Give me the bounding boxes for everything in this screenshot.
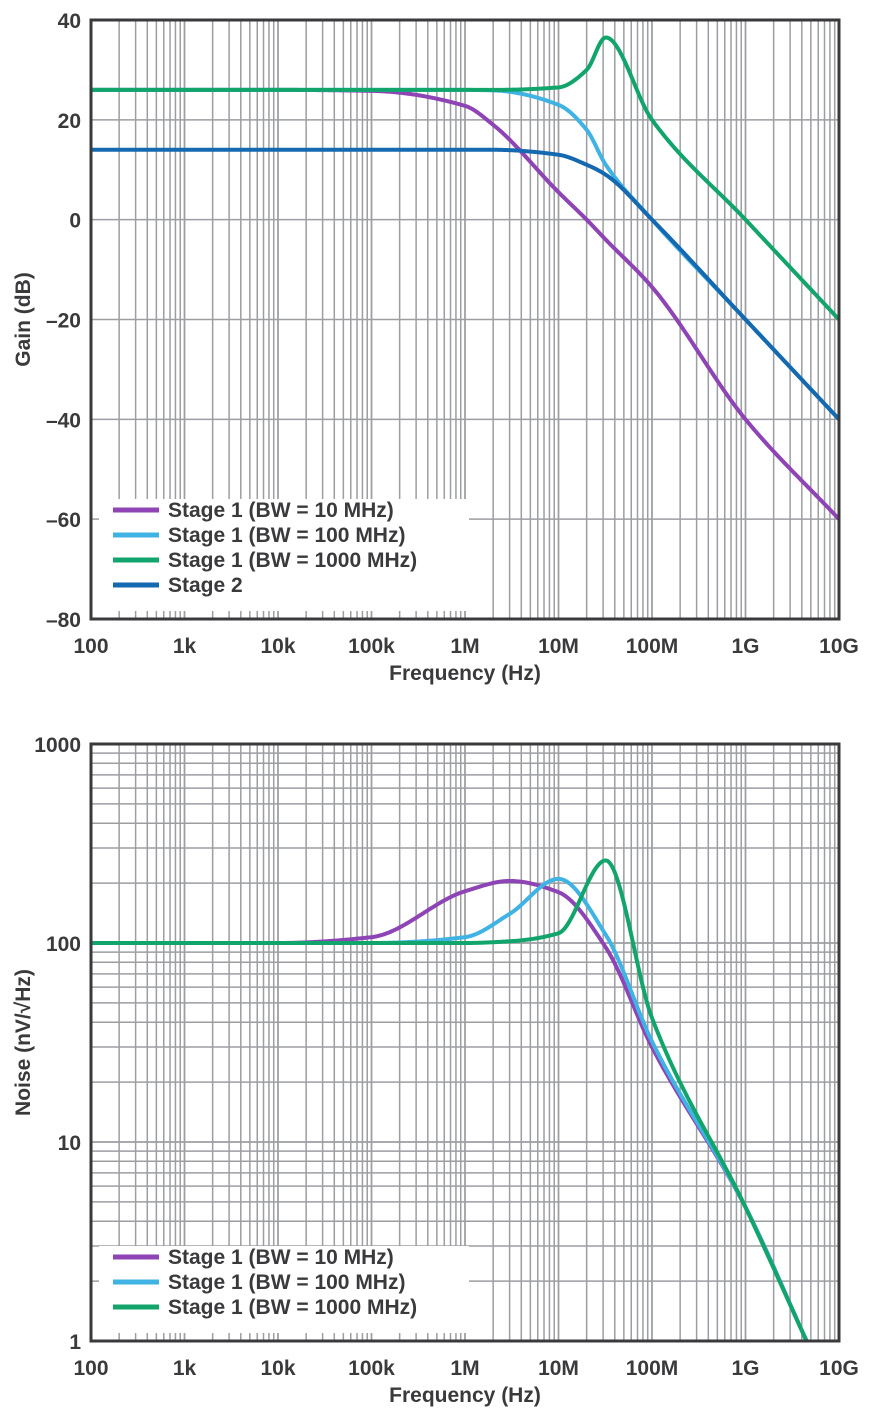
x-tick-label: 10M xyxy=(538,1357,579,1380)
x-tick-label: 10G xyxy=(819,1357,859,1380)
y-tick-label: –60 xyxy=(46,509,81,532)
x-tick-label: 100M xyxy=(626,635,679,658)
legend-label: Stage 1 (BW = 100 MHz) xyxy=(168,1271,405,1294)
gain-chart: 100 1k 10k 100k 1M 10M 100M 1G 10G 40 20 0 –20 –40 –60… xyxy=(12,10,859,685)
legend-label: Stage 1 (BW = 1000 MHz) xyxy=(168,549,417,572)
y-axis-label: Gain (dB) xyxy=(12,272,35,367)
legend-label: Stage 1 (BW = 10 MHz) xyxy=(168,499,394,522)
x-tick-label: 1G xyxy=(731,1357,759,1380)
y-tick-label: –40 xyxy=(46,409,81,432)
y-tick-label: 100 xyxy=(46,933,81,956)
x-tick-label: 1k xyxy=(173,1357,197,1380)
y-tick-label: 1000 xyxy=(34,734,81,757)
x-tick-label: 10G xyxy=(819,635,859,658)
x-tick-label: 100 xyxy=(73,635,108,658)
series-line-3 xyxy=(91,858,809,1341)
legend-label: Stage 2 xyxy=(168,574,243,597)
x-axis-label: Frequency (Hz) xyxy=(389,1384,541,1407)
x-tick-label: 10k xyxy=(260,1357,295,1380)
x-tick-label: 100k xyxy=(348,1357,395,1380)
x-tick-label: 100k xyxy=(348,635,395,658)
series-line-4 xyxy=(91,147,839,422)
plot-frame xyxy=(89,18,841,621)
series-line-3 xyxy=(91,35,839,322)
plot-frame xyxy=(89,742,841,1343)
y-tick-label: 0 xyxy=(69,210,81,233)
x-axis-label: Frequency (Hz) xyxy=(389,662,541,685)
x-tick-label: 10M xyxy=(538,635,579,658)
x-tick-label: 1M xyxy=(450,635,479,658)
y-axis-label: Noise (nV/√Hz) xyxy=(12,969,35,1116)
legend-background xyxy=(99,499,469,611)
x-tick-label: 100 xyxy=(73,1357,108,1380)
y-tick-label: 20 xyxy=(58,110,81,133)
x-tick-label: 10k xyxy=(260,635,295,658)
legend-background xyxy=(99,1246,469,1333)
y-tick-label: 10 xyxy=(58,1132,81,1155)
y-tick-label: 40 xyxy=(58,10,81,33)
legend-label: Stage 1 (BW = 100 MHz) xyxy=(168,524,405,547)
y-tick-label: 1 xyxy=(69,1331,81,1354)
legend-label: Stage 1 (BW = 1000 MHz) xyxy=(168,1296,417,1319)
grid-lines xyxy=(90,743,840,1342)
x-tick-label: 1G xyxy=(731,635,759,658)
x-tick-label: 100M xyxy=(626,1357,679,1380)
x-tick-label: 1M xyxy=(450,1357,479,1380)
x-tick-label: 1k xyxy=(173,635,197,658)
y-tick-label: –20 xyxy=(46,310,81,333)
noise-chart: 100 1k 10k 100k 1M 10M 100M 1G 10G 1000 100 10 1 Freq… xyxy=(12,734,859,1407)
y-tick-label: –80 xyxy=(46,609,81,632)
legend-label: Stage 1 (BW = 10 MHz) xyxy=(168,1246,394,1269)
